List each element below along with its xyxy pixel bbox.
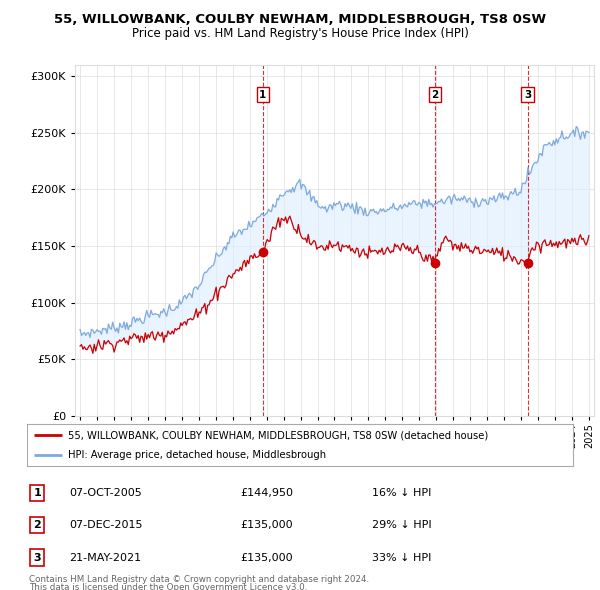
Text: 2: 2	[431, 90, 439, 100]
Text: Contains HM Land Registry data © Crown copyright and database right 2024.: Contains HM Land Registry data © Crown c…	[29, 575, 369, 584]
Text: 29% ↓ HPI: 29% ↓ HPI	[372, 520, 431, 530]
Text: £144,950: £144,950	[240, 488, 293, 497]
Text: 21-MAY-2021: 21-MAY-2021	[69, 553, 141, 562]
Text: 3: 3	[524, 90, 531, 100]
Text: 55, WILLOWBANK, COULBY NEWHAM, MIDDLESBROUGH, TS8 0SW: 55, WILLOWBANK, COULBY NEWHAM, MIDDLESBR…	[54, 13, 546, 26]
Text: 33% ↓ HPI: 33% ↓ HPI	[372, 553, 431, 562]
Text: 07-DEC-2015: 07-DEC-2015	[69, 520, 143, 530]
Text: Price paid vs. HM Land Registry's House Price Index (HPI): Price paid vs. HM Land Registry's House …	[131, 27, 469, 40]
Text: 2: 2	[34, 520, 41, 530]
Text: 55, WILLOWBANK, COULBY NEWHAM, MIDDLESBROUGH, TS8 0SW (detached house): 55, WILLOWBANK, COULBY NEWHAM, MIDDLESBR…	[68, 430, 488, 440]
Text: £135,000: £135,000	[240, 553, 293, 562]
Text: 1: 1	[34, 488, 41, 497]
Text: This data is licensed under the Open Government Licence v3.0.: This data is licensed under the Open Gov…	[29, 583, 307, 590]
Text: 16% ↓ HPI: 16% ↓ HPI	[372, 488, 431, 497]
Text: 1: 1	[259, 90, 266, 100]
Text: 3: 3	[34, 553, 41, 562]
Text: £135,000: £135,000	[240, 520, 293, 530]
Text: 07-OCT-2005: 07-OCT-2005	[69, 488, 142, 497]
Text: HPI: Average price, detached house, Middlesbrough: HPI: Average price, detached house, Midd…	[68, 451, 326, 460]
